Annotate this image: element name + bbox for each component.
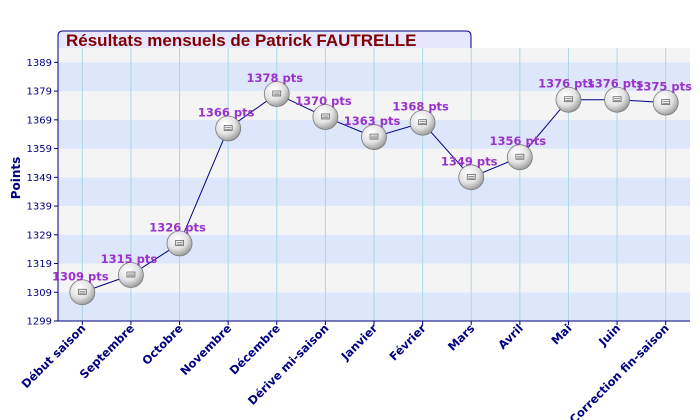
- data-point-marker: [361, 124, 387, 150]
- data-label: 1376 pts: [587, 77, 644, 91]
- ball-body: [458, 164, 485, 191]
- ball-body: [69, 279, 96, 306]
- x-tick-label: Juin: [595, 321, 623, 349]
- data-point-marker: [604, 86, 630, 113]
- ball-body: [652, 89, 679, 116]
- ball-stamp: [466, 173, 476, 180]
- data-label: 1326 pts: [149, 220, 206, 234]
- ball-stamp: [272, 90, 282, 97]
- y-axis-label: Points: [9, 157, 23, 200]
- x-tick-label: Début saison: [19, 321, 89, 391]
- ball-body: [506, 144, 533, 171]
- data-point-marker: [263, 81, 290, 107]
- y-tick-label: 1299: [27, 317, 52, 328]
- ball-body: [361, 124, 387, 150]
- data-label: 1349 pts: [441, 154, 498, 168]
- ball-stamp: [321, 113, 330, 120]
- ball-stamp: [418, 119, 427, 126]
- y-tick-label: 1379: [27, 87, 52, 98]
- ball-stamp: [77, 288, 87, 295]
- data-point-marker: [118, 262, 144, 288]
- ball-body: [166, 230, 193, 257]
- ball-body: [604, 86, 630, 113]
- ball-body: [312, 104, 339, 130]
- data-point-marker: [215, 115, 242, 142]
- ball-stamp: [661, 99, 671, 105]
- x-tick-label: Novembre: [177, 321, 234, 378]
- y-tick-labels: 1299 1309 1319 1329 1339 1349 1359 1369 1379 1389: [27, 58, 58, 328]
- data-point-marker: [555, 86, 582, 113]
- data-label: 1370 pts: [295, 94, 352, 108]
- data-label: 1356 pts: [490, 134, 547, 148]
- x-tick-label: Janvier: [338, 321, 381, 364]
- y-tick-label: 1309: [27, 288, 52, 299]
- ball-stamp: [126, 271, 136, 278]
- x-tick-label: Février: [386, 321, 428, 363]
- data-label: 1309 pts: [52, 269, 109, 283]
- y-tick-label: 1339: [27, 202, 52, 213]
- ball-stamp: [612, 96, 622, 103]
- data-point-marker: [166, 230, 193, 257]
- data-point-marker: [409, 109, 436, 136]
- y-tick-label: 1319: [27, 259, 52, 270]
- ball-stamp: [175, 240, 184, 246]
- data-label: 1315 pts: [101, 252, 158, 266]
- x-tick-label: Avril: [495, 321, 526, 352]
- y-tick-label: 1359: [27, 144, 52, 155]
- x-tick-label: Correction fin-saison: [567, 321, 672, 420]
- data-labels: 1309 pts 1315 pts 1326 pts 1366 pts 1378 pts…: [52, 71, 692, 283]
- data-label: 1368 pts: [392, 100, 449, 114]
- ball-stamp: [223, 125, 233, 131]
- ball-body: [215, 115, 242, 142]
- x-tick-label: Octobre: [139, 321, 186, 368]
- point-markers: [69, 81, 679, 306]
- data-label: 1375 pts: [635, 80, 692, 94]
- y-tick-label: 1369: [27, 115, 52, 126]
- x-tick-label: Mars: [445, 321, 477, 353]
- data-label: 1378 pts: [246, 71, 303, 85]
- y-tick-label: 1389: [27, 58, 52, 69]
- ball-stamp: [564, 96, 573, 103]
- data-point-marker: [458, 164, 485, 191]
- data-point-marker: [652, 89, 679, 116]
- data-point-marker: [506, 144, 533, 171]
- data-label: 1363 pts: [344, 114, 401, 128]
- data-point-marker: [312, 104, 339, 130]
- ball-stamp: [515, 153, 525, 160]
- data-label: 1376 pts: [538, 77, 595, 91]
- chart-title-box: Résultats mensuels de Patrick FAUTRELLE: [57, 30, 472, 50]
- y-tick-label: 1349: [27, 173, 52, 184]
- ball-body: [263, 81, 290, 107]
- y-tick-label: 1329: [27, 230, 52, 241]
- x-tick-label: Mai: [548, 321, 574, 347]
- x-tick-label: Dérive mi-saison: [245, 321, 332, 408]
- title-tab-shape: [57, 30, 472, 48]
- ball-stamp: [369, 133, 379, 140]
- data-label: 1366 pts: [198, 105, 255, 119]
- ball-body: [118, 262, 144, 288]
- data-point-marker: [69, 279, 96, 306]
- chart-title: Résultats mensuels de Patrick FAUTRELLE: [66, 31, 417, 50]
- ball-body: [409, 109, 436, 136]
- ball-body: [555, 86, 582, 113]
